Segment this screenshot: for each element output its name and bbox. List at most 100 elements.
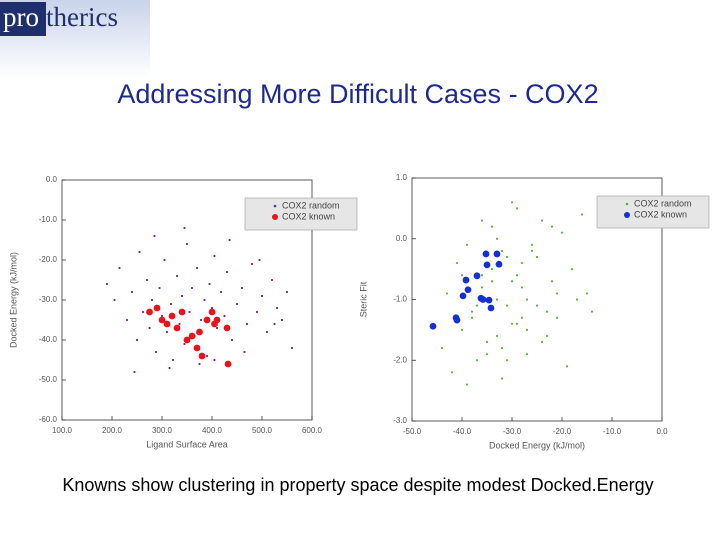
- known-point: [198, 352, 206, 360]
- random-point: [260, 294, 264, 298]
- random-point: [230, 338, 234, 342]
- known-point: [168, 312, 176, 320]
- random-point: [168, 366, 171, 370]
- random-point: [505, 359, 509, 362]
- random-point: [520, 316, 524, 319]
- random-point: [275, 306, 279, 310]
- y-axis-title: Docked Energy (kJ/mol): [8, 252, 18, 348]
- random-point: [515, 322, 519, 325]
- random-point: [223, 314, 226, 318]
- y-tick-label: -60.0: [39, 415, 58, 424]
- random-point: [535, 255, 539, 259]
- x-tick-label: 100.0: [52, 426, 73, 435]
- random-point: [135, 338, 139, 342]
- random-point: [455, 261, 459, 265]
- random-point: [145, 278, 149, 282]
- known-point: [483, 261, 491, 269]
- random-point: [515, 207, 519, 210]
- known-point: [429, 322, 437, 330]
- x-tick-label: -10.0: [603, 427, 622, 436]
- known-point: [193, 344, 201, 352]
- random-point: [188, 310, 191, 314]
- random-point: [535, 304, 539, 307]
- x-tick-label: -30.0: [503, 427, 522, 436]
- random-point: [460, 328, 464, 331]
- random-point: [133, 370, 136, 374]
- random-point: [215, 326, 219, 330]
- random-point: [180, 294, 184, 298]
- random-point: [495, 237, 499, 240]
- x-tick-label: -20.0: [553, 427, 572, 436]
- random-point: [485, 353, 489, 356]
- x-tick-label: -50.0: [403, 427, 422, 436]
- x-axis-title: Docked Energy (kJ/mol): [489, 440, 585, 450]
- y-tick-label: -20.0: [39, 255, 58, 264]
- y-tick-label: 1.0: [396, 173, 408, 182]
- random-point: [485, 340, 489, 344]
- known-point: [464, 286, 472, 294]
- legend-box: [596, 195, 710, 229]
- known-point: [213, 316, 221, 324]
- random-point: [510, 322, 514, 325]
- random-point: [510, 201, 514, 204]
- random-point: [245, 322, 249, 326]
- known-point: [223, 324, 231, 332]
- random-point: [565, 365, 569, 368]
- known-point: [188, 332, 196, 340]
- random-point: [505, 304, 509, 307]
- known-point: [196, 328, 203, 336]
- known-point: [493, 250, 501, 258]
- legend-label: COX2 known: [634, 209, 687, 219]
- random-point: [500, 347, 504, 350]
- random-point: [525, 298, 529, 301]
- random-point: [203, 298, 206, 302]
- random-point: [550, 280, 554, 283]
- random-point: [243, 350, 246, 354]
- known-point: [203, 316, 211, 324]
- random-point: [113, 298, 116, 302]
- random-point: [520, 286, 524, 289]
- y-axis-title: Steric Fit: [358, 281, 368, 317]
- known-point: [146, 308, 153, 316]
- random-point: [205, 354, 209, 358]
- random-point: [183, 226, 186, 230]
- random-point: [138, 250, 141, 254]
- random-point: [154, 350, 158, 354]
- y-tick-label: -10.0: [39, 215, 58, 224]
- random-point: [495, 334, 499, 338]
- logo-box: [0, 2, 46, 36]
- y-tick-label: -3.0: [393, 416, 407, 425]
- random-point: [190, 286, 194, 290]
- random-point: [490, 225, 494, 228]
- random-point: [183, 342, 186, 346]
- random-point: [210, 306, 214, 310]
- legend-marker: [625, 202, 629, 206]
- random-point: [125, 318, 129, 322]
- known-point: [495, 260, 503, 268]
- x-tick-label: 200.0: [102, 426, 123, 435]
- random-point: [515, 274, 519, 277]
- known-point: [208, 308, 216, 316]
- random-point: [440, 347, 444, 350]
- random-point: [130, 290, 134, 294]
- random-point: [490, 280, 494, 283]
- random-point: [213, 254, 216, 258]
- random-point: [208, 282, 211, 286]
- random-point: [500, 377, 504, 380]
- random-point: [250, 262, 254, 266]
- random-point: [280, 318, 284, 322]
- known-point: [224, 360, 232, 368]
- x-axis-title: Ligand Surface Area: [146, 439, 228, 449]
- caption: Knowns show clustering in property space…: [62, 475, 653, 495]
- x-tick-label: 500.0: [252, 426, 273, 435]
- legend-box: [244, 197, 358, 231]
- y-tick-label: -50.0: [39, 375, 58, 384]
- random-point: [505, 255, 509, 259]
- random-point: [465, 243, 469, 246]
- random-point: [148, 326, 151, 330]
- random-point: [171, 358, 175, 362]
- logo-suffix: therics: [46, 2, 118, 32]
- random-point: [290, 346, 294, 350]
